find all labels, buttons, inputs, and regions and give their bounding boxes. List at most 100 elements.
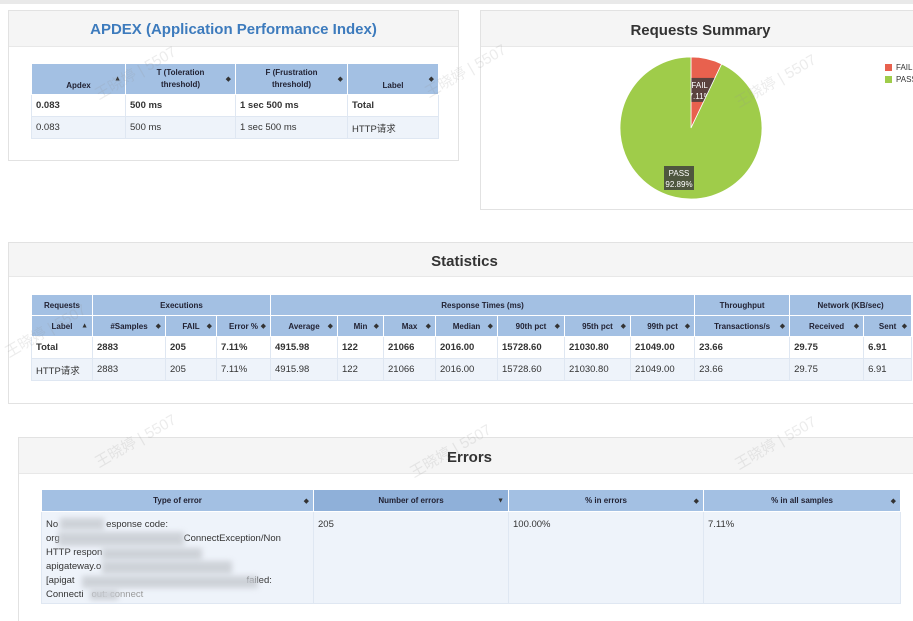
stats-cell: 23.66 [694, 336, 791, 359]
stats-cell: 2883 [92, 336, 166, 359]
stats-row-total: Total 2883 205 7.11% 4915.98 122 21066 2016.00 1… [31, 336, 913, 359]
pie-legend: FAIL PASS [885, 61, 913, 85]
stats-col-fail[interactable]: FAIL ◆ [165, 315, 217, 337]
stats-col-sent[interactable]: Sent ◆ [863, 315, 913, 337]
redaction-blur [102, 561, 232, 574]
requests-pie-chart: FAIL 7.11% PASS 92.89% [619, 56, 763, 200]
sort-icon: ◆ [779, 323, 786, 330]
errors-panel: Errors Type of error ◆ Number of errors ▼ … [18, 437, 913, 621]
stats-cell: 23.66 [694, 358, 791, 381]
statistics-table: Requests Executions Response Times (ms) … [31, 294, 913, 381]
redaction-blur [90, 590, 118, 600]
legend-item-pass[interactable]: PASS [885, 73, 913, 85]
sort-icon: ◆ [425, 323, 431, 330]
sort-icon: ◆ [327, 323, 333, 330]
pie-label-pass: PASS 92.89% [664, 166, 694, 190]
stats-group-header: Requests Executions Response Times (ms) … [31, 294, 913, 316]
pie-slice-pass[interactable] [619, 56, 763, 200]
stats-cell: 21066 [383, 358, 436, 381]
stats-cell: Total [31, 336, 93, 359]
apdex-col-f[interactable]: F (Frustration threshold) ◆ [235, 63, 348, 95]
stats-col-99th-pct[interactable]: 99th pct ◆ [629, 315, 696, 337]
stats-col-max[interactable]: Max ◆ [383, 315, 436, 337]
stats-cell: 21049.00 [629, 336, 696, 359]
stats-cell: 2016.00 [435, 358, 498, 381]
sort-icon: ◆ [206, 323, 212, 330]
pie-label-value: 7.11% [689, 92, 711, 101]
stats-cell: 4915.98 [270, 358, 338, 381]
stats-col-95th-pct[interactable]: 95th pct ◆ [564, 315, 631, 337]
sort-icon: ◆ [303, 497, 309, 505]
error-count-cell: 205 [313, 511, 509, 604]
apdex-col-label[interactable]: Label ◆ [347, 63, 439, 95]
stats-col-median[interactable]: Median ◆ [435, 315, 498, 337]
sort-icon: ◆ [684, 323, 691, 330]
stats-cell: 122 [337, 358, 384, 381]
stats-cell: 7.11% [216, 336, 271, 359]
stats-cell: 29.75 [789, 358, 865, 381]
sort-icon: ◆ [554, 323, 560, 330]
stats-col-average[interactable]: Average ◆ [270, 315, 338, 337]
sort-icon: ◆ [225, 76, 231, 83]
pie-label-name: FAIL [691, 81, 708, 90]
top-border [0, 0, 913, 4]
stats-col-error[interactable]: Error % ◆ [216, 315, 271, 337]
stats-cell: 205 [165, 358, 217, 381]
sort-icon: ◆ [337, 76, 343, 83]
stats-cell: 15728.60 [497, 358, 565, 381]
apdex-col-t[interactable]: T (Toleration threshold) ◆ [125, 63, 236, 95]
group-response-times: Response Times (ms) [269, 294, 696, 316]
stats-col-label[interactable]: Label ▲ [31, 315, 93, 337]
apdex-panel: APDEX (Application Performance Index) Ap… [8, 10, 459, 161]
stats-cell: 205 [165, 336, 217, 359]
stats-cell: 7.11% [216, 358, 271, 381]
statistics-title: Statistics [9, 243, 913, 277]
group-executions: Executions [92, 294, 271, 316]
redaction-blur [58, 532, 184, 546]
apdex-col-apdex[interactable]: Apdex ▲ [31, 63, 126, 95]
statistics-panel: Statistics Requests Executions Response … [8, 242, 913, 404]
errors-col-pct-all[interactable]: % in all samples ◆ [703, 489, 901, 512]
group-network: Network (KB/sec) [789, 294, 913, 316]
stats-column-header: Label ▲ #Samples ◆ FAIL ◆ Error % ◆ Average ◆ Min ◆… [31, 315, 913, 337]
apdex-row-total: 0.083 500 ms 1 sec 500 ms Total [31, 94, 439, 117]
stats-col-received[interactable]: Received ◆ [789, 315, 865, 337]
error-pct-all-cell: 7.11% [703, 511, 901, 604]
errors-col-pct-errors[interactable]: % in errors ◆ [508, 489, 704, 512]
group-requests: Requests [31, 294, 93, 316]
stats-row: HTTP请求 2883 205 7.11% 4915.98 122 21066 2016.00… [31, 358, 913, 381]
stats-cell: 4915.98 [270, 336, 338, 359]
sort-icon: ◆ [155, 323, 161, 330]
pie-label-box [664, 166, 694, 190]
errors-col-type[interactable]: Type of error ◆ [41, 489, 314, 512]
stats-col-transactions-s[interactable]: Transactions/s ◆ [694, 315, 791, 337]
sort-icon: ◆ [693, 497, 699, 505]
pie-label-value: 92.89% [665, 180, 692, 189]
stats-col-samples[interactable]: #Samples ◆ [92, 315, 166, 337]
sort-icon: ◆ [901, 323, 908, 330]
pass-swatch [885, 75, 892, 83]
stats-col-min[interactable]: Min ◆ [337, 315, 384, 337]
stats-cell: 6.91 [863, 336, 913, 359]
error-pct-errors-cell: 100.00% [508, 511, 704, 604]
sort-icon: ◆ [260, 323, 266, 330]
stats-col-90th-pct[interactable]: 90th pct ◆ [497, 315, 565, 337]
sort-up-icon: ▲ [114, 75, 121, 83]
apdex-row: 0.083 500 ms 1 sec 500 ms HTTP请求 [31, 116, 439, 139]
sort-icon: ◆ [373, 323, 379, 330]
stats-cell: 21049.00 [629, 358, 696, 381]
summary-title: Requests Summary [481, 11, 913, 47]
stats-cell: 15728.60 [497, 336, 565, 359]
errors-row: No esponse code: org ConnectException/Non … [41, 511, 901, 604]
fail-swatch [885, 63, 892, 71]
errors-title: Errors [19, 438, 913, 474]
stats-cell: 29.75 [789, 336, 865, 359]
stats-cell: HTTP请求 [31, 358, 93, 381]
errors-col-count[interactable]: Number of errors ▼ [313, 489, 509, 512]
sort-icon: ◆ [620, 323, 626, 330]
apdex-table: Apdex ▲ T (Toleration threshold) ◆ F (Frus… [31, 63, 439, 139]
pie-label-name: PASS [669, 169, 690, 178]
group-throughput: Throughput [694, 294, 791, 316]
redaction-blur [102, 548, 202, 560]
legend-item-fail[interactable]: FAIL [885, 61, 913, 73]
